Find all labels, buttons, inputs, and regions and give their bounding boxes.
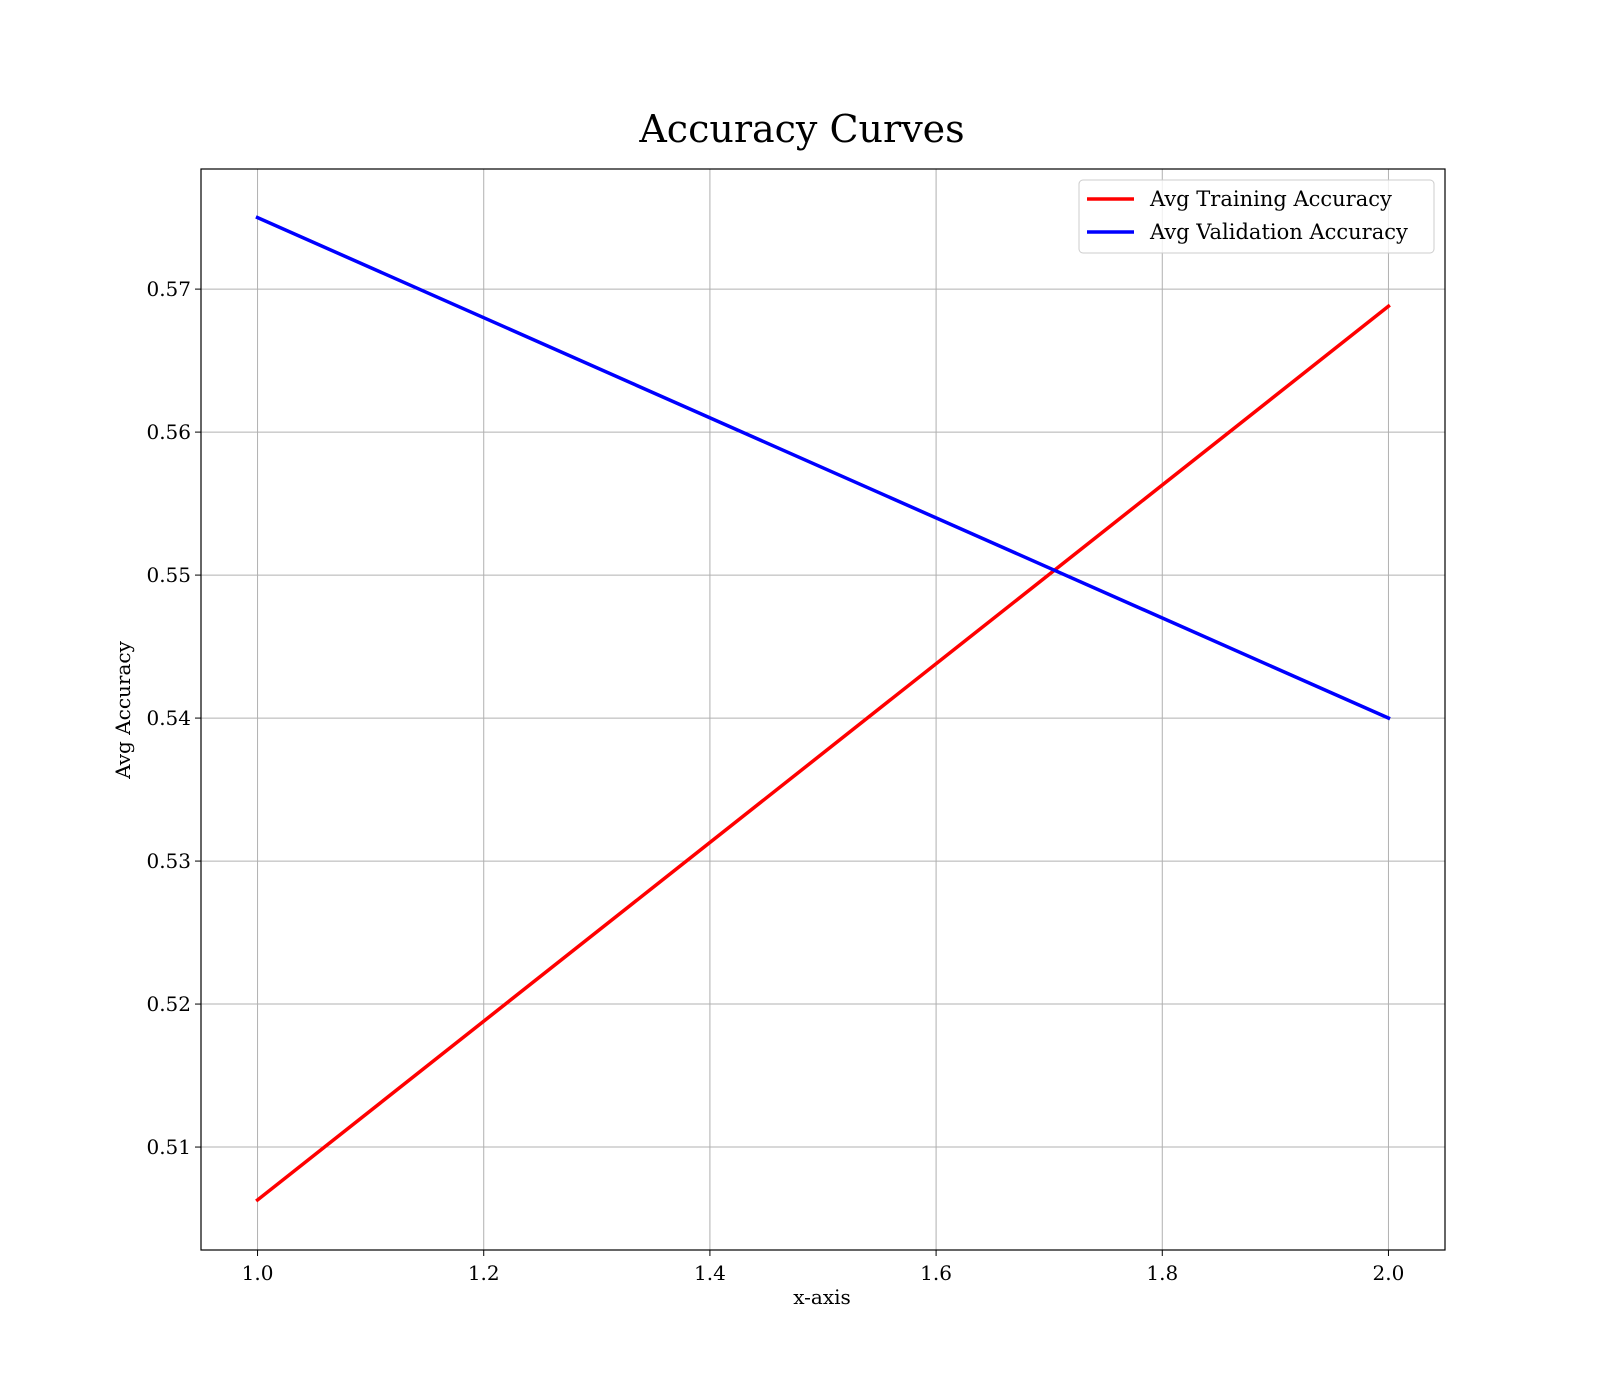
y-tick-label: 0.53 (146, 849, 191, 873)
legend-box (1078, 179, 1435, 254)
y-tick-label: 0.57 (146, 277, 191, 301)
chart-title: Accuracy Curves (638, 107, 964, 151)
x-tick-label: 1.8 (1146, 1261, 1178, 1285)
grid-lines (201, 169, 1445, 1250)
y-tick-label: 0.51 (146, 1135, 191, 1159)
x-tick-label: 1.4 (694, 1261, 726, 1285)
x-tick-label: 1.0 (242, 1261, 274, 1285)
legend-label: Avg Training Accuracy (1149, 187, 1392, 211)
y-tick-label: 0.54 (146, 706, 191, 730)
y-axis-ticks: 0.51 0.52 0.53 0.54 0.55 0.56 0.57 (146, 277, 201, 1159)
plot-area-frame (200, 168, 1446, 1251)
x-axis-ticks: 1.0 1.2 1.4 1.6 1.8 2.0 (242, 1250, 1405, 1285)
x-tick-label: 2.0 (1373, 1261, 1405, 1285)
series-line-avg-validation-accuracy (255, 215, 1391, 721)
legend: Avg Training Accuracy Avg Validation Accu… (1078, 179, 1435, 254)
x-axis-label: x-axis (793, 1285, 851, 1309)
series-lines (255, 215, 1391, 1203)
y-axis-label: Avg Accuracy (111, 640, 135, 780)
series-line-avg-training-accuracy (255, 303, 1391, 1203)
x-tick-label: 1.2 (468, 1261, 500, 1285)
y-tick-label: 0.56 (146, 420, 191, 444)
legend-label: Avg Validation Accuracy (1149, 220, 1408, 244)
y-tick-label: 0.52 (146, 992, 191, 1016)
y-tick-label: 0.55 (146, 563, 191, 587)
x-tick-label: 1.6 (920, 1261, 952, 1285)
